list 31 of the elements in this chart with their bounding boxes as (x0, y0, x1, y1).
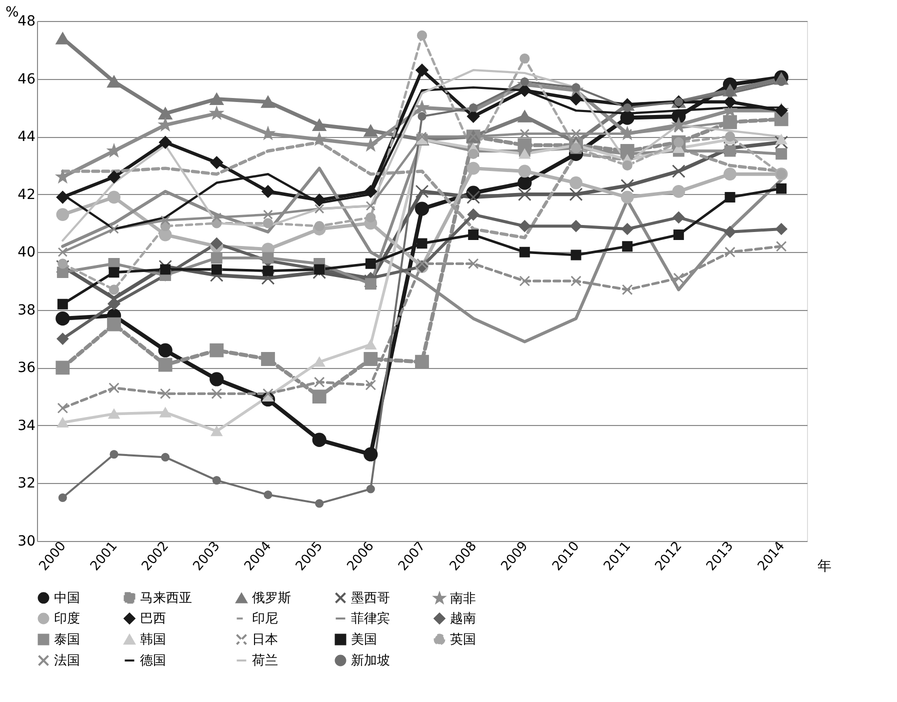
y-tick-label: 38 (18, 302, 36, 318)
legend-label: 泰国 (54, 632, 80, 648)
x-axis-title: 年 (818, 558, 832, 574)
legend-label: 韩国 (140, 632, 166, 648)
legend-label: 菲律宾 (351, 610, 390, 626)
legend-label: 印尼 (252, 612, 278, 626)
y-tick-label: 42 (18, 186, 36, 203)
legend-label: 俄罗斯 (252, 591, 291, 606)
y-tick-label: 36 (18, 360, 36, 376)
y-tick-label: 46 (18, 71, 36, 88)
legend-label: 越南 (450, 612, 476, 626)
legend-label: 英国 (450, 632, 476, 648)
y-tick-label: 44 (18, 129, 36, 146)
y-tick-label: 32 (18, 476, 36, 492)
legend-label: 新加坡 (351, 654, 390, 668)
legend-label: 美国 (351, 632, 377, 648)
legend-label: 巴西 (140, 612, 166, 626)
y-tick-label: 48 (18, 14, 36, 30)
legend-label: 荷兰 (252, 654, 278, 668)
legend-label: 印度 (54, 610, 80, 626)
y-tick-label: 34 (18, 418, 36, 434)
legend-label: 法国 (54, 654, 80, 668)
legend-label: 墨西哥 (351, 590, 390, 606)
y-tick-label: 30 (18, 534, 36, 550)
y-axis-title: % (6, 4, 19, 20)
y-tick-label: 40 (18, 244, 36, 261)
legend-label: 南非 (450, 591, 476, 606)
legend-label: 马来西亚 (140, 590, 192, 606)
legend-label: 日本 (252, 632, 278, 648)
legend-label: 中国 (54, 590, 80, 606)
legend-label: 德国 (140, 654, 166, 668)
